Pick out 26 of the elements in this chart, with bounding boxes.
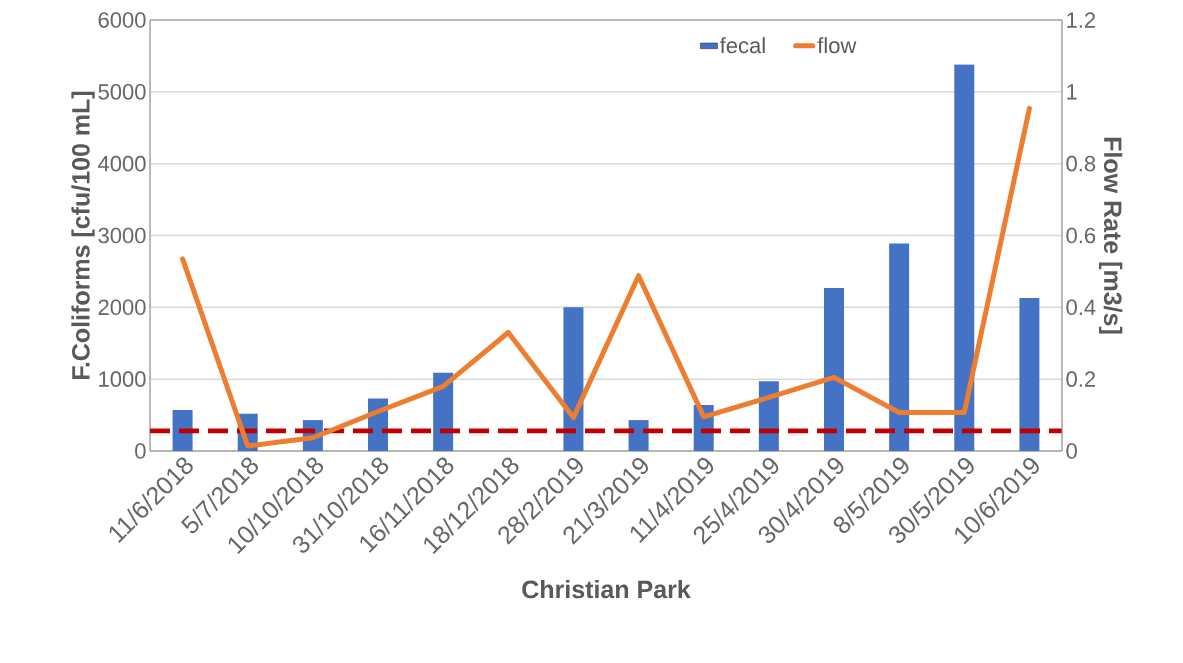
y-axis-title: F.Coliforms [cfu/100 mL] <box>71 91 95 379</box>
bar <box>889 243 910 451</box>
y-tick-label: 0 <box>135 443 146 459</box>
y-tick-label: 6000 <box>98 12 146 28</box>
legend-label: fecal <box>720 37 765 54</box>
x-axis-title: Christian Park <box>522 579 691 599</box>
y-tick-label: 1000 <box>99 371 146 387</box>
bar <box>628 420 649 451</box>
y2-axis-title: Flow Rate [m3/s] <box>1098 137 1123 334</box>
bar <box>172 410 193 451</box>
y-tick-label: 2000 <box>98 299 146 316</box>
y-tick-label: 4000 <box>98 155 146 172</box>
y2-tick-label: 1.2 <box>1067 12 1096 28</box>
y-tick-label: 3000 <box>98 227 146 244</box>
bar <box>954 64 975 451</box>
y2-tick-label: 0.6 <box>1066 227 1096 244</box>
y2-tick-label: 0.4 <box>1066 299 1096 316</box>
y2-tick-label: 0.2 <box>1066 371 1096 387</box>
y2-tick-label: 0.8 <box>1066 155 1096 172</box>
y2-tick-label: 0 <box>1066 443 1077 459</box>
legend-label: flow <box>817 37 857 54</box>
y2-tick-label: 1 <box>1067 84 1077 100</box>
y-tick-label: 5000 <box>98 84 146 100</box>
bar <box>824 287 844 451</box>
bar <box>1019 297 1040 451</box>
bar <box>563 307 584 451</box>
